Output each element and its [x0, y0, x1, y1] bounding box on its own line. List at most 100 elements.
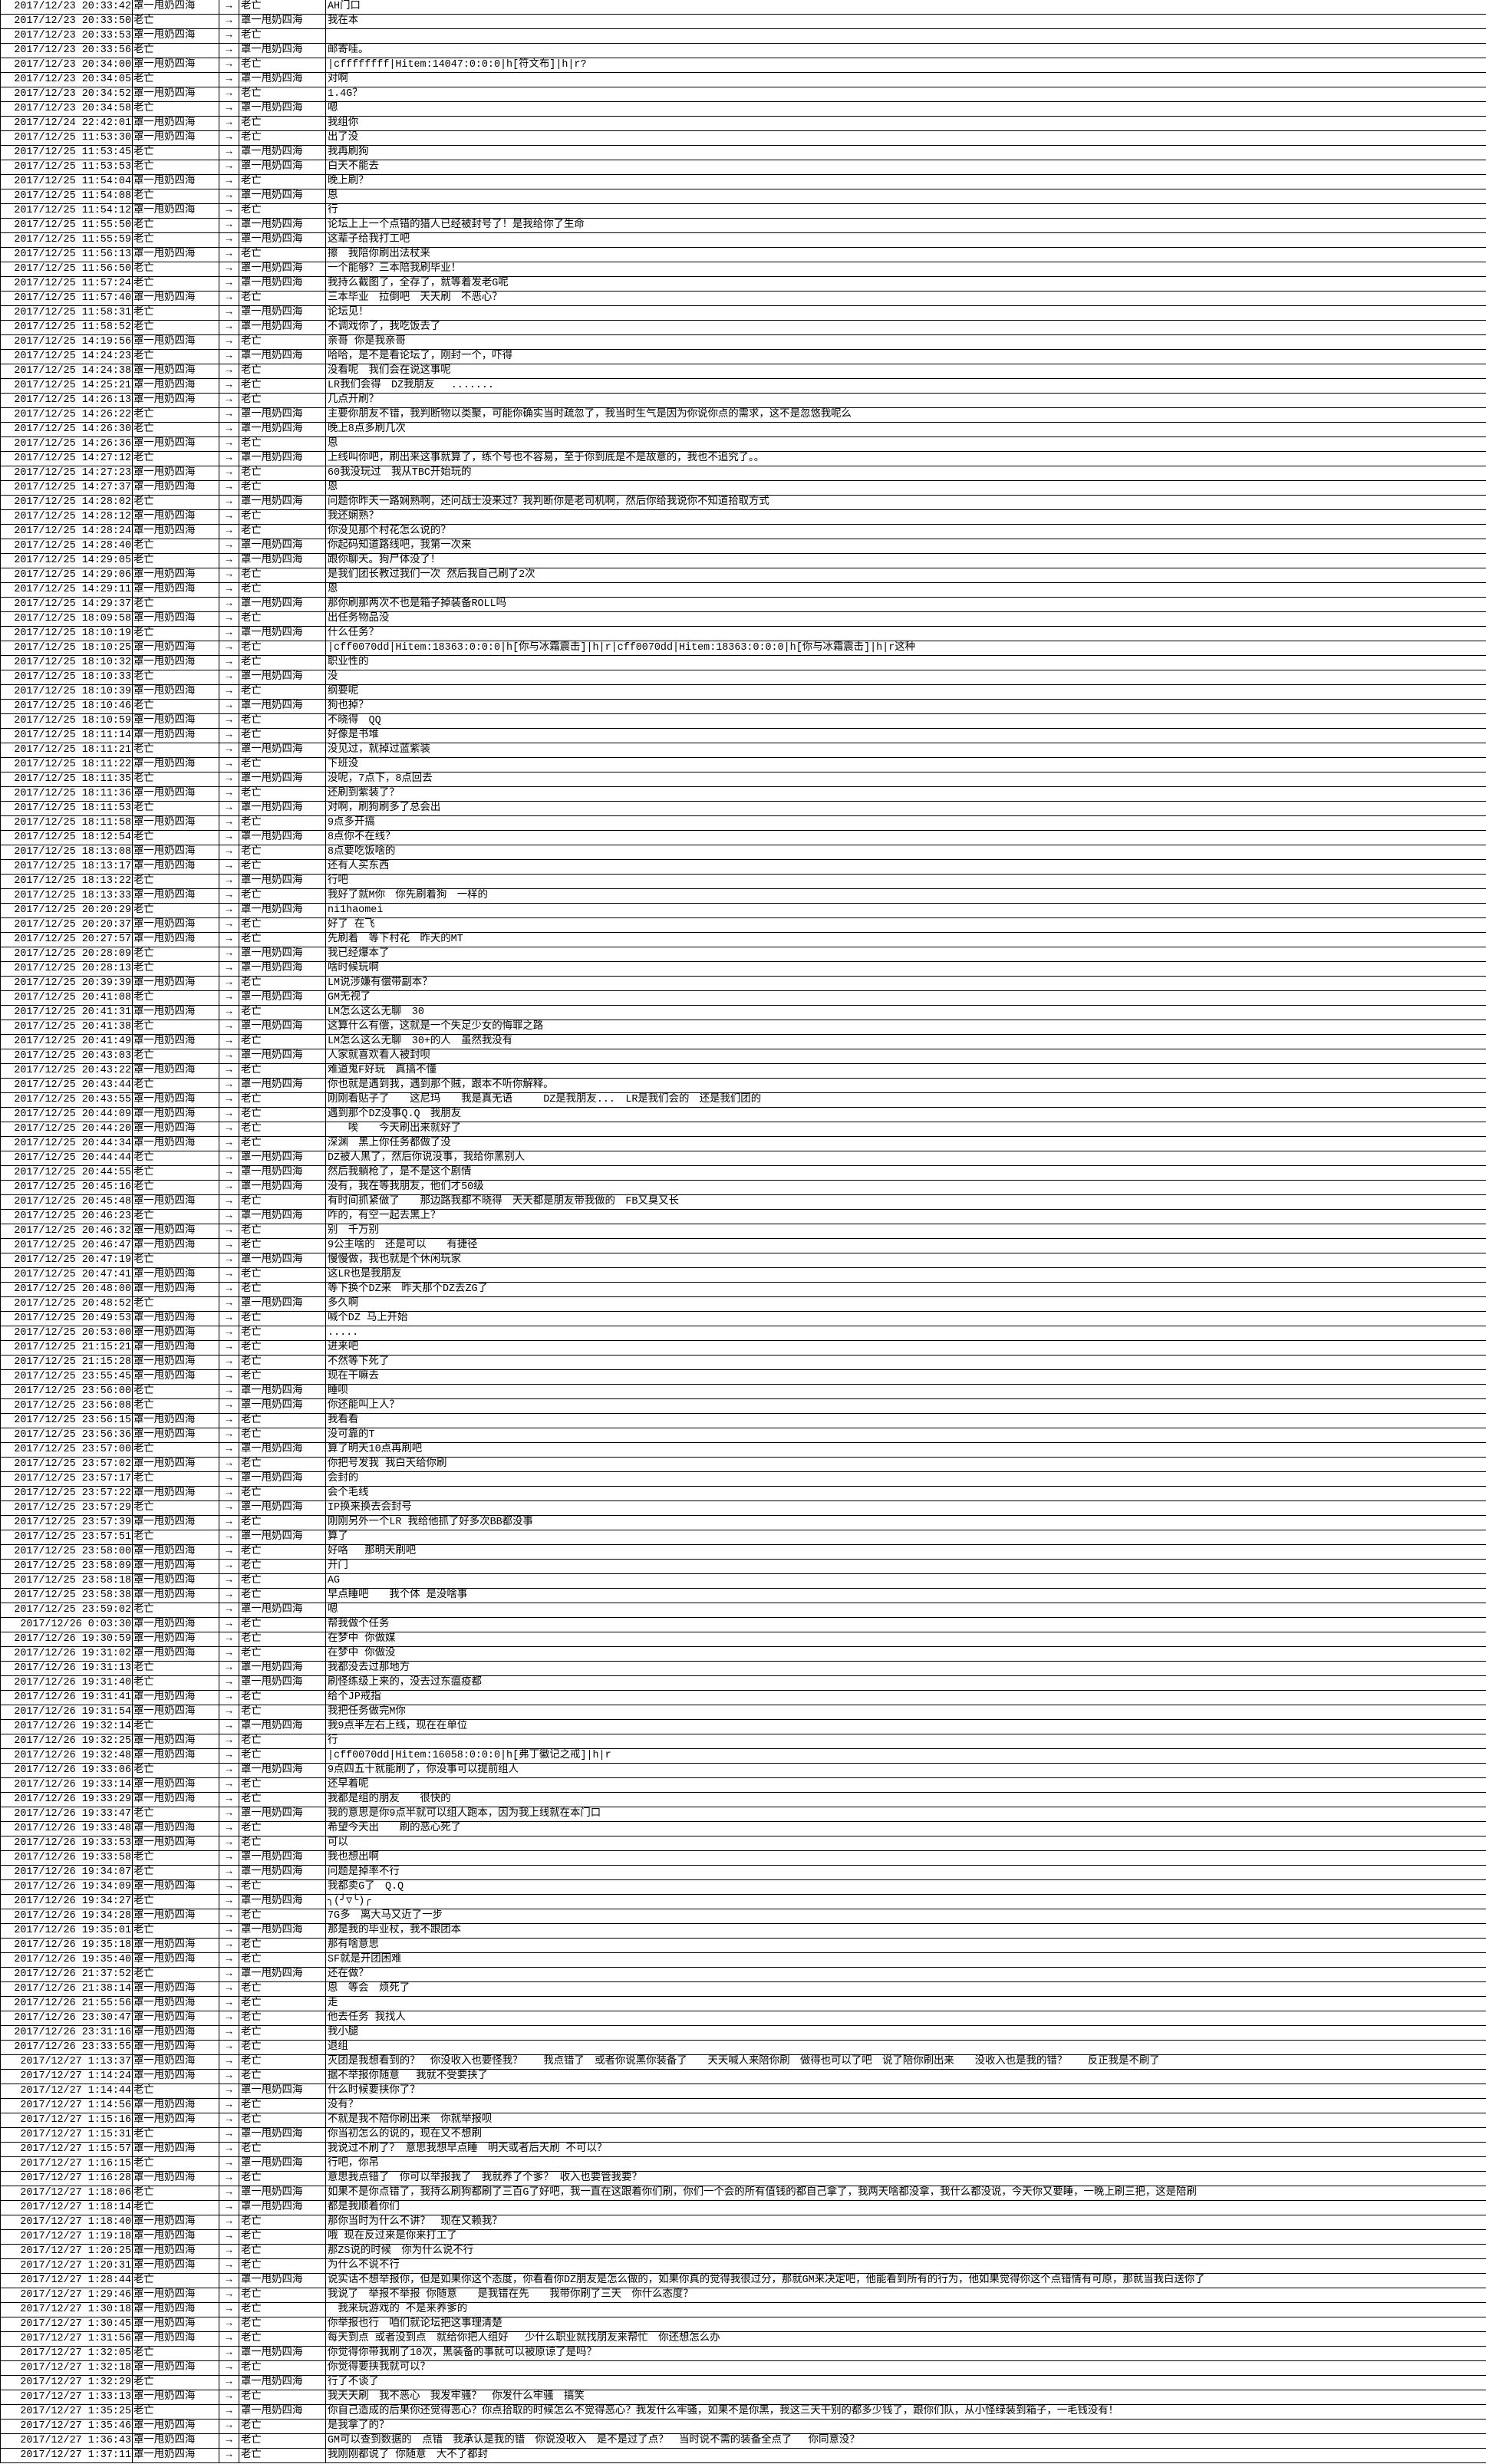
- message-cell: 你起码知道路线吧，我第一次来: [328, 540, 472, 552]
- sender-cell: 罩一甩奶四海: [133, 1749, 219, 1763]
- message-cell: 问题是掉率不行: [328, 1866, 400, 1878]
- timestamp-cell: 2017/12/25 14:26:22: [1, 408, 133, 422]
- arrow-icon: →: [226, 1823, 232, 1834]
- message-cell: 然后我躺枪了，是不是这个剧情: [328, 1167, 472, 1178]
- message-cell: 不然等下死了: [328, 1356, 390, 1368]
- sender-cell: 罩一甩奶四海: [133, 889, 219, 903]
- message-cell: 是我拿了的？: [328, 2420, 390, 2432]
- sender-cell: 罩一甩奶四海: [133, 1224, 219, 1238]
- timestamp-cell: 2017/12/25 18:11:35: [1, 772, 133, 786]
- timestamp-cell: 2017/12/25 20:48:52: [1, 1297, 133, 1311]
- receiver-cell: 老亡: [239, 1370, 326, 1384]
- sender-cell: 老亡: [133, 831, 219, 845]
- timestamp-cell: 2017/12/26 19:33:29: [1, 1793, 133, 1807]
- receiver-cell: 老亡: [239, 248, 326, 262]
- arrow-icon: →: [226, 2187, 232, 2199]
- receiver-cell: 老亡: [239, 1356, 326, 1369]
- sender-cell: 老亡: [133, 627, 219, 641]
- message-cell: 三本毕业 拉倒吧 天天刷 不恶心？: [328, 292, 502, 304]
- receiver-cell: 罩一甩奶四海: [239, 1049, 326, 1063]
- timestamp-cell: 2017/12/23 20:34:52: [1, 87, 133, 101]
- message-cell: 那ZS说的时候 你为什么说不行: [328, 2245, 474, 2257]
- receiver-cell: 老亡: [239, 1953, 326, 1967]
- sender-cell: 罩一甩奶四海: [133, 1836, 219, 1850]
- message-cell: 恩: [328, 438, 338, 450]
- arrow-icon: →: [226, 234, 232, 245]
- receiver-cell: 罩一甩奶四海: [239, 1530, 326, 1544]
- timestamp-cell: 2017/12/23 20:33:42: [1, 0, 133, 14]
- receiver-cell: 罩一甩奶四海: [239, 2405, 326, 2419]
- arrow-icon: →: [226, 1502, 232, 1514]
- receiver-cell: 老亡: [239, 787, 326, 801]
- receiver-cell: 老亡: [239, 2055, 326, 2069]
- timestamp-cell: 2017/12/25 11:53:45: [1, 146, 133, 160]
- timestamp-cell: 2017/12/25 20:44:44: [1, 1151, 133, 1165]
- arrow-icon: →: [226, 642, 232, 654]
- chat-log-row: 2017/12/27 1:20:31 罩一甩奶四海 → 老亡 为什么不说不行: [1, 2259, 1486, 2274]
- message-cell: 如果不是你点错了，我持么刷狗都刷了三百G了好吧，我一直在这跟着你们刷，你们一个会…: [328, 2187, 1197, 2199]
- message-cell: ni1haomei: [328, 904, 384, 916]
- sender-cell: 罩一甩奶四海: [133, 2026, 219, 2040]
- receiver-cell: 老亡: [239, 1647, 326, 1661]
- timestamp-cell: 2017/12/23 20:33:50: [1, 15, 133, 28]
- timestamp-cell: 2017/12/26 19:31:54: [1, 1705, 133, 1719]
- timestamp-cell: 2017/12/25 18:10:59: [1, 714, 133, 728]
- chat-log-row: 2017/12/25 20:41:08 老亡 → 罩一甩奶四海 GM无视了: [1, 991, 1486, 1006]
- sender-cell: 老亡: [133, 2201, 219, 2215]
- message-cell: 9点四五十就能刷了，你没事可以提前组人: [328, 1764, 519, 1776]
- receiver-cell: 罩一甩奶四海: [239, 802, 326, 815]
- sender-cell: 罩一甩奶四海: [133, 583, 219, 597]
- arrow-icon: →: [226, 1662, 232, 1674]
- sender-cell: 老亡: [133, 1501, 219, 1515]
- sender-cell: 罩一甩奶四海: [133, 2041, 219, 2054]
- sender-cell: 老亡: [133, 1895, 219, 1909]
- chat-log-row: 2017/12/25 14:28:12 罩一甩奶四海 → 老亡 我还娴熟？: [1, 510, 1486, 525]
- chat-log-row: 2017/12/25 11:53:30 罩一甩奶四海 → 老亡 出了没: [1, 131, 1486, 146]
- arrow-icon: →: [226, 1269, 232, 1280]
- sender-cell: 老亡: [133, 991, 219, 1005]
- arrow-icon: →: [226, 147, 232, 158]
- message-cell: 在梦中 你做媒: [328, 1633, 396, 1645]
- arrow-icon: →: [226, 482, 232, 493]
- timestamp-cell: 2017/12/25 20:20:37: [1, 918, 133, 932]
- receiver-cell: 老亡: [239, 1312, 326, 1326]
- chat-log-row: 2017/12/25 23:57:00 老亡 → 罩一甩奶四海 算了明天10点再刷吧: [1, 1443, 1486, 1458]
- receiver-cell: 罩一甩奶四海: [239, 2274, 326, 2288]
- arrow-icon: →: [226, 1589, 232, 1601]
- chat-log-row: 2017/12/25 11:55:59 老亡 → 罩一甩奶四海 这辈子给我打工吧: [1, 233, 1486, 248]
- timestamp-cell: 2017/12/25 20:28:09: [1, 947, 133, 961]
- arrow-icon: →: [226, 2406, 232, 2417]
- message-cell: 这辈子给我打工吧: [328, 234, 410, 245]
- message-cell: 不晓得 QQ: [328, 715, 381, 726]
- chat-log-row: 2017/12/25 18:11:22 罩一甩奶四海 → 老亡 下班没: [1, 758, 1486, 772]
- receiver-cell: 老亡: [239, 845, 326, 859]
- chat-log-row: 2017/12/25 11:58:52 老亡 → 罩一甩奶四海 不调戏你了，我吃饭去了: [1, 321, 1486, 335]
- sender-cell: 罩一甩奶四海: [133, 1428, 219, 1442]
- message-cell: 对啊: [328, 74, 348, 85]
- arrow-icon: →: [226, 1998, 232, 2009]
- timestamp-cell: 2017/12/25 18:11:58: [1, 816, 133, 830]
- arrow-icon: →: [226, 15, 232, 27]
- arrow-icon: →: [226, 1925, 232, 1936]
- receiver-cell: 老亡: [239, 2332, 326, 2346]
- chat-log-row: 2017/12/25 14:29:11 罩一甩奶四海 → 老亡恩: [1, 583, 1486, 598]
- chat-log-row: 2017/12/27 1:18:40 罩一甩奶四海 → 老亡 那你当时为什么不讲？ 现在…: [1, 2215, 1486, 2230]
- receiver-cell: 老亡: [239, 1239, 326, 1253]
- timestamp-cell: 2017/12/26 19:35:18: [1, 1939, 133, 1952]
- timestamp-cell: 2017/12/25 23:57:39: [1, 1516, 133, 1530]
- message-cell: 我小腿: [328, 2027, 359, 2038]
- timestamp-cell: 2017/12/25 18:13:08: [1, 845, 133, 859]
- timestamp-cell: 2017/12/25 23:56:08: [1, 1399, 133, 1413]
- chat-log-row: 2017/12/25 18:11:58 罩一甩奶四海 → 老亡 9点多开搞: [1, 816, 1486, 831]
- timestamp-cell: 2017/12/26 19:33:06: [1, 1764, 133, 1777]
- chat-log-row: 2017/12/26 19:32:25 罩一甩奶四海 → 老亡行: [1, 1734, 1486, 1749]
- sender-cell: 罩一甩奶四海: [133, 292, 219, 305]
- arrow-icon: →: [226, 292, 232, 304]
- message-cell: [326, 29, 1486, 43]
- arrow-icon: →: [226, 2333, 232, 2344]
- timestamp-cell: 2017/12/26 19:31:13: [1, 1662, 133, 1675]
- message-cell: 晚上刷？: [328, 176, 369, 187]
- timestamp-cell: 2017/12/25 14:24:38: [1, 364, 133, 378]
- chat-log-row: 2017/12/25 23:57:39 罩一甩奶四海 → 老亡 刚刚另外一个LR 我给他…: [1, 1516, 1486, 1530]
- chat-log-row: 2017/12/25 18:10:19 老亡 → 罩一甩奶四海 什么任务？: [1, 627, 1486, 641]
